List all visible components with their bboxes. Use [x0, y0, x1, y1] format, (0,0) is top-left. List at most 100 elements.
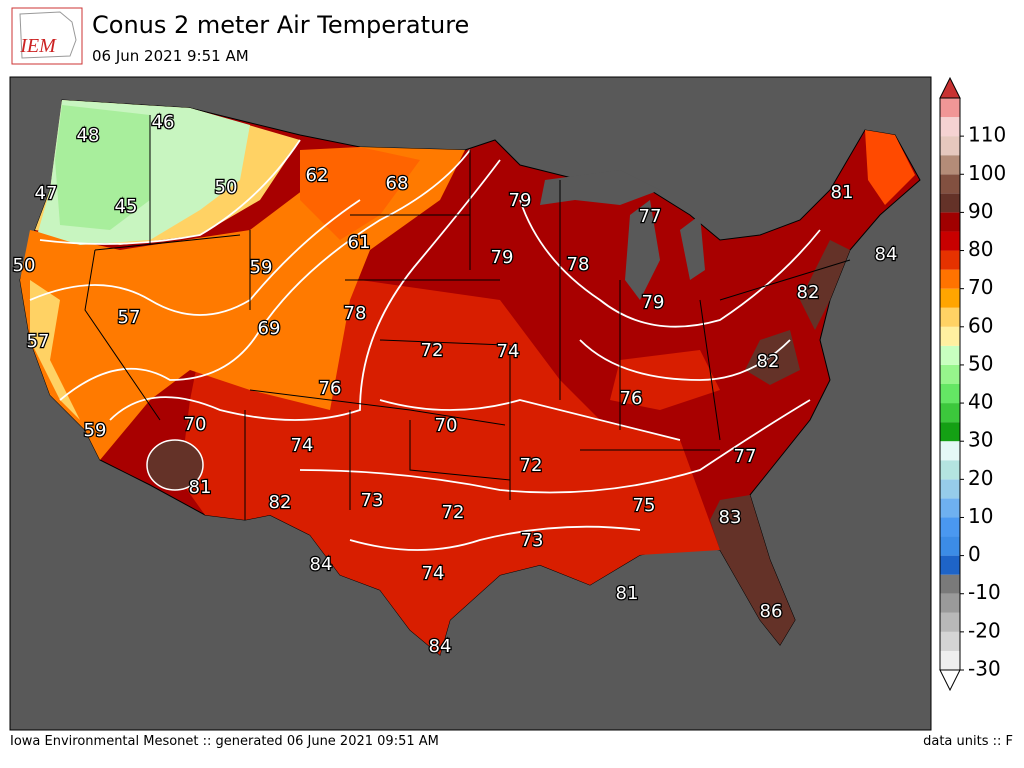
colorbar-bin — [940, 364, 960, 384]
colorbar-tick-label: 110 — [968, 123, 1006, 147]
contour-label: 84 — [875, 244, 898, 265]
contour-label: 72 — [421, 340, 444, 361]
colorbar-tick-label: 70 — [968, 275, 993, 299]
colorbar-bin — [940, 650, 960, 670]
contour-label: 68 — [386, 173, 409, 194]
contour-label: 84 — [429, 636, 452, 657]
colorbar-bin — [940, 574, 960, 594]
contour-label: 82 — [797, 282, 820, 303]
contour-line — [579, 339, 791, 381]
colorbar-bin — [940, 193, 960, 213]
contour-label: 83 — [719, 507, 742, 528]
colorbar-tick-label: -20 — [968, 618, 1001, 642]
colorbar-tick-label: 50 — [968, 351, 993, 375]
contour-label: 59 — [84, 420, 107, 441]
contour-label: 76 — [319, 378, 342, 399]
warm-region — [610, 350, 720, 410]
contour-label: 72 — [442, 502, 465, 523]
contour-label: 79 — [491, 247, 514, 268]
contour-label: 76 — [620, 388, 643, 409]
contour-label: 86 — [760, 601, 783, 622]
colorbar-frame — [939, 97, 961, 671]
colorbar-bin — [940, 479, 960, 499]
colorbar-bin — [940, 593, 960, 613]
warm-region — [865, 130, 915, 205]
colorbar-bin — [940, 403, 960, 423]
colorbar-bin — [940, 250, 960, 270]
contour-label: 72 — [520, 455, 543, 476]
cool-region — [55, 105, 150, 230]
contour-line — [59, 149, 471, 401]
colorbar-bin — [940, 117, 960, 137]
colorbar-bin — [940, 326, 960, 346]
title: Conus 2 meter Air Temperature — [92, 11, 469, 39]
contour-label: 70 — [184, 414, 207, 435]
logo: IEM — [11, 7, 83, 65]
contour-line — [379, 399, 681, 441]
contour-label: 74 — [422, 563, 445, 584]
contour-label: 82 — [269, 492, 292, 513]
colorbar-tick-label: 30 — [968, 428, 993, 452]
colorbar-bin — [940, 269, 960, 289]
colorbar-extend-top — [939, 76, 961, 99]
colorbar-bin — [940, 212, 960, 232]
contour-label: 81 — [616, 583, 639, 604]
colorbar-tick-label: 20 — [968, 466, 993, 490]
colorbar-bin — [940, 174, 960, 194]
contour-label: 78 — [567, 254, 590, 275]
colorbar-bin — [940, 307, 960, 327]
contour-label: 57 — [118, 307, 141, 328]
contour-line — [109, 159, 501, 421]
contour-label: 74 — [291, 435, 314, 456]
colorbar-extend-bottom — [939, 669, 961, 692]
contour-label: 50 — [13, 255, 36, 276]
contour-label: 74 — [497, 341, 520, 362]
contour-label: 73 — [521, 530, 544, 551]
colorbar-bin — [940, 536, 960, 556]
colorbar-tick-label: -10 — [968, 580, 1001, 604]
contour-labels: 48 46 47 45 50 62 68 79 77 50 59 61 79 78 57 69 78 72 74 79… — [11, 111, 898, 659]
map — [9, 76, 932, 731]
colorbar-tick-label: 40 — [968, 390, 993, 414]
contour-label: 46 — [152, 112, 175, 133]
contour-label: 81 — [189, 477, 212, 498]
colorbar-bin — [940, 345, 960, 365]
contour-label: 79 — [509, 190, 532, 211]
contour-label: 81 — [831, 182, 854, 203]
state-borders — [84, 115, 851, 520]
contour-label: 77 — [734, 446, 757, 467]
colorbar-bin — [940, 441, 960, 461]
hot-region — [800, 240, 850, 330]
contours — [29, 139, 821, 551]
contour-label: 79 — [642, 292, 665, 313]
contour-line — [39, 139, 301, 245]
contour-label: 61 — [348, 232, 371, 253]
lake — [680, 215, 705, 280]
contour-line — [519, 199, 821, 328]
logo-outline — [19, 11, 77, 59]
hot-region — [710, 495, 795, 645]
colorbar-bin — [940, 460, 960, 480]
footer-right: data units :: F — [923, 734, 1013, 749]
contour-label: 70 — [435, 415, 458, 436]
colorbar-bin — [940, 631, 960, 651]
colorbar-bin — [940, 136, 960, 156]
contour-label: 47 — [35, 183, 58, 204]
hot-region — [146, 439, 204, 491]
lake — [625, 200, 660, 300]
colorbar-bin — [940, 422, 960, 442]
state-border — [84, 115, 851, 520]
contour-label: 45 — [115, 196, 138, 217]
colorbar-bin — [940, 498, 960, 518]
colorbar-tick-label: 100 — [968, 161, 1006, 185]
contour-label: 69 — [258, 318, 281, 339]
contour-line — [349, 525, 641, 551]
colorbar-tick-label: 80 — [968, 237, 993, 261]
colorbar-tick-label: 10 — [968, 504, 993, 528]
subtitle: 06 Jun 2021 9:51 AM — [92, 47, 249, 65]
contour-label: 50 — [215, 177, 238, 198]
colorbar-bin — [940, 98, 960, 118]
colorbar-tick-label: 0 — [968, 542, 981, 566]
contour-label: 62 — [306, 165, 329, 186]
